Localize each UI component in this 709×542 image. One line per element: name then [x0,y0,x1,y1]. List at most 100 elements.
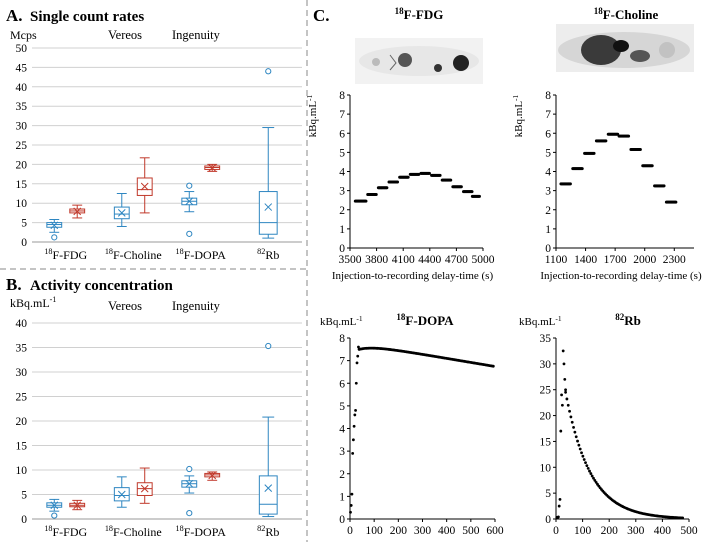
fdg-ytick: 7 [339,109,345,121]
fdg-xtick: 4700 [445,254,468,266]
panel-a-xtick-sup: 18 [176,247,184,256]
panel-a-mean-marker [208,164,217,172]
panel-b-outlier [186,465,193,473]
choline-xtick: 1100 [545,254,568,266]
fdg-ylabel-base: kBq.mL [307,101,319,138]
rb-point [592,476,595,480]
fdg-title-sup: 18 [395,6,405,16]
choline-ytick: 5 [545,147,551,159]
panel-a-ytick: 45 [16,62,28,74]
rb-xtick: 300 [627,525,645,537]
rb-xtick: 100 [574,525,592,537]
choline-point [580,167,584,171]
choline-title: 18F-Choline [594,6,659,22]
rb-title-base: Rb [624,313,641,328]
choline-ytick: 7 [545,109,551,121]
fdg-point [470,190,474,194]
dopa-point [491,364,495,368]
panel-a-mean-marker [264,203,273,211]
rb-ylabel-base: kBq.mL [519,316,556,328]
rb-point [564,390,567,394]
dopa-point [357,345,360,349]
rb-ytick: 10 [540,462,552,474]
choline-point [568,182,572,186]
dopa-title: 18F-DOPA [396,312,454,328]
rb-point [576,439,579,443]
panel-a-xtick-sup: 18 [105,247,113,256]
rb-point [561,349,565,353]
fdg-point [406,175,410,179]
rb-ytick: 25 [540,385,552,397]
panel-b-mean-marker [73,501,82,510]
fdg-point [396,180,400,184]
fdg-title-base: F-FDG [404,7,444,22]
rb-point [574,435,578,439]
choline-ytick: 6 [545,128,551,140]
rb-xtick: 400 [654,525,672,537]
panel-b-xtick-sup: 18 [176,524,184,533]
panel-a-ytick: 50 [16,43,28,55]
dopa-point [351,438,355,442]
choline-xtick: 2300 [663,254,686,266]
rb-point [584,461,587,465]
panel-b-mean-marker [185,479,194,488]
fdg-ylabel-sup: -1 [305,94,314,100]
fdg-ytick: 2 [339,205,345,217]
choline-point [604,139,608,143]
fdg-xtick: 4100 [392,254,415,266]
dopa-ytick: 0 [339,514,345,526]
panel-b-ytick: 0 [21,514,27,526]
dopa-point [355,361,359,365]
dopa-xtick: 400 [438,525,456,537]
choline-title-sup: 18 [594,6,604,16]
rb-ytick: 5 [545,488,551,500]
rb-title: 82Rb [615,312,641,328]
rb-xtick: 0 [553,525,559,537]
panel-b-ytick: 30 [16,367,28,379]
dopa-ylabel-sup: -1 [356,314,362,323]
dopa-curve-plot: 0123456780100200300400500600Injection-to… [320,312,504,542]
choline-ytick: 8 [545,90,551,102]
panel-a-mean-marker [117,209,126,217]
panel-b-title: Activity concentration [30,278,174,294]
dopa-point [354,381,358,385]
rb-point [586,467,590,470]
rb-point [581,454,585,458]
rb-point [558,497,562,501]
panel-a-ytick: 30 [16,121,28,133]
dopa-ytick: 7 [339,356,345,368]
choline-xlabel: Injection-to-recording delay-time (s) [540,270,702,282]
panel-a-xtick-base: F-Choline [113,248,162,262]
rb-ytick: 20 [540,411,552,423]
panel-a-xtick-sup: 18 [44,247,52,256]
panel-a-unit: Mcps [10,28,37,42]
dopa-ylabel-base: kBq.mL [320,316,357,328]
panel-b-legend-ingenuity: Ingenuity [172,299,221,313]
choline-ytick: 4 [545,167,551,179]
panel-b-mean-marker [117,490,126,499]
dopa-point [349,504,353,507]
dopa-ylabel: kBq.mL-1 [320,314,363,328]
choline-ytick: 1 [545,224,551,236]
panel-b-ytick: 5 [21,490,27,502]
rb-title-sup: 82 [615,312,625,322]
panel-b-outlier [51,512,58,519]
rb-point [589,472,593,475]
dopa-xtick: 300 [414,525,432,537]
choline-point [662,184,666,188]
choline-point [627,134,631,138]
panel-b-xtick-sup: 18 [105,524,113,533]
panel-b-legend-vereos: Vereos [108,299,142,313]
choline-ylabel: kBq.mL-1 [511,94,525,137]
fdg-ytick: 0 [339,243,345,255]
panel-a-mean-marker [50,221,59,230]
dopa-point [350,492,354,496]
fdg-ytick: 3 [339,186,345,198]
dopa-xtick: 0 [347,525,353,537]
panel-b-outlier [186,510,193,517]
panel-b-unit: kBq.mL-1 [10,295,56,310]
rb-point [580,451,583,455]
choline-xtick: 1400 [574,254,597,266]
choline-ylabel-base: kBq.mL [513,101,525,138]
